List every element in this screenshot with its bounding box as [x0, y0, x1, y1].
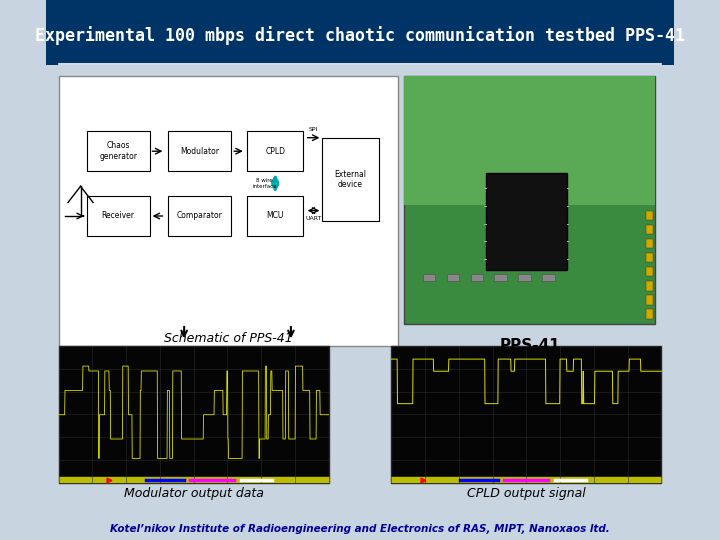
- FancyBboxPatch shape: [485, 173, 567, 270]
- FancyBboxPatch shape: [404, 76, 655, 205]
- FancyBboxPatch shape: [518, 274, 531, 281]
- Text: Experimental 100 mbps direct chaotic communication testbed PPS-41: Experimental 100 mbps direct chaotic com…: [35, 25, 685, 45]
- Text: Modulator output data: Modulator output data: [124, 487, 264, 500]
- FancyBboxPatch shape: [646, 267, 653, 276]
- FancyBboxPatch shape: [58, 76, 397, 346]
- FancyBboxPatch shape: [168, 195, 231, 237]
- Text: CPLD output signal: CPLD output signal: [467, 487, 586, 500]
- FancyBboxPatch shape: [87, 131, 150, 172]
- Text: Modulator: Modulator: [180, 147, 220, 156]
- Text: PPS-41: PPS-41: [499, 338, 560, 353]
- FancyBboxPatch shape: [392, 346, 662, 483]
- Text: UART: UART: [305, 216, 322, 221]
- FancyBboxPatch shape: [646, 309, 653, 319]
- Text: MCU: MCU: [266, 212, 284, 220]
- FancyBboxPatch shape: [168, 131, 231, 172]
- FancyBboxPatch shape: [247, 195, 304, 237]
- FancyBboxPatch shape: [46, 0, 674, 65]
- Text: Comparator: Comparator: [177, 212, 222, 220]
- Text: 8 wire
interface: 8 wire interface: [252, 178, 277, 189]
- FancyBboxPatch shape: [542, 274, 554, 281]
- FancyBboxPatch shape: [646, 225, 653, 234]
- Text: SPI: SPI: [309, 127, 318, 132]
- FancyBboxPatch shape: [446, 274, 459, 281]
- Text: Chaos
generator: Chaos generator: [99, 141, 138, 161]
- Text: Kotel’nikov Institute of Radioengineering and Electronics of RAS, MIPT, Nanoxaos: Kotel’nikov Institute of Radioengineerin…: [110, 523, 610, 534]
- FancyBboxPatch shape: [646, 211, 653, 220]
- Text: Schematic of PPS-41: Schematic of PPS-41: [163, 332, 292, 345]
- Text: Receiver: Receiver: [102, 212, 135, 220]
- FancyBboxPatch shape: [323, 138, 379, 221]
- FancyBboxPatch shape: [646, 239, 653, 248]
- FancyBboxPatch shape: [87, 195, 150, 237]
- FancyBboxPatch shape: [423, 274, 436, 281]
- FancyBboxPatch shape: [471, 274, 483, 281]
- FancyBboxPatch shape: [495, 274, 507, 281]
- FancyBboxPatch shape: [247, 131, 304, 172]
- FancyBboxPatch shape: [646, 281, 653, 291]
- FancyBboxPatch shape: [404, 76, 655, 324]
- FancyBboxPatch shape: [58, 346, 328, 483]
- Text: External
device: External device: [335, 170, 366, 189]
- Text: CPLD: CPLD: [265, 147, 285, 156]
- FancyBboxPatch shape: [646, 253, 653, 262]
- FancyBboxPatch shape: [646, 295, 653, 305]
